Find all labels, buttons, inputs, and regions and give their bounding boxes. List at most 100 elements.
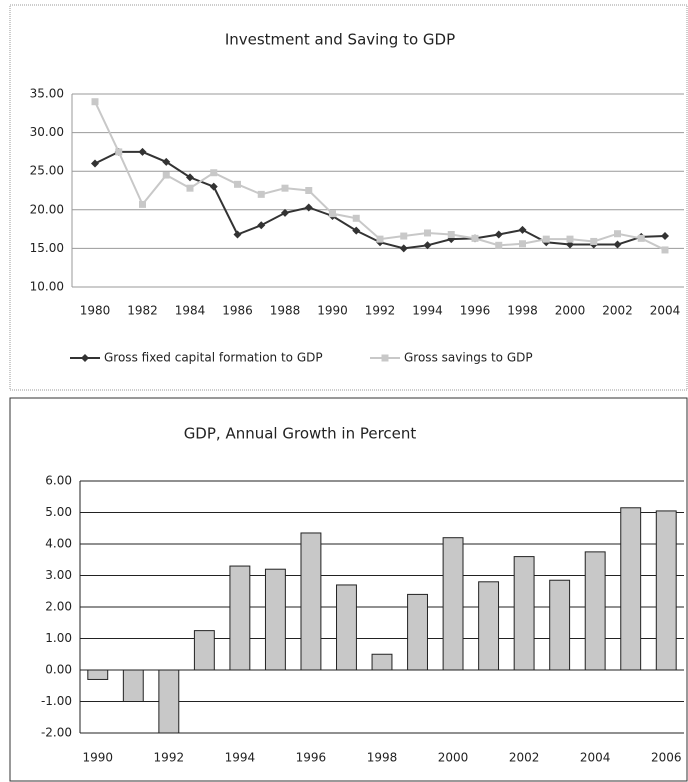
marker xyxy=(661,246,669,254)
marker xyxy=(329,210,336,218)
x-tick-label: 1986 xyxy=(222,304,253,318)
legend-label: Gross savings to GDP xyxy=(404,351,533,365)
y-tick-label: 10.00 xyxy=(30,280,64,294)
x-tick-label: 1990 xyxy=(317,304,348,318)
marker xyxy=(400,232,408,240)
x-tick-label: 2004 xyxy=(580,751,611,765)
bar xyxy=(407,593,428,671)
bar xyxy=(336,584,357,671)
marker xyxy=(424,229,431,237)
bar xyxy=(300,532,322,671)
marker xyxy=(352,226,361,235)
bar xyxy=(193,630,215,671)
y-tick-label: 25.00 xyxy=(30,164,64,178)
chart-frame xyxy=(9,397,688,782)
marker xyxy=(138,147,147,156)
x-tick-label: 1998 xyxy=(367,751,398,765)
marker xyxy=(637,234,645,242)
marker xyxy=(613,240,622,249)
x-tick-label: 2000 xyxy=(555,304,586,318)
bar xyxy=(371,653,393,671)
marker xyxy=(186,173,194,182)
x-tick-label: 1992 xyxy=(154,751,185,765)
bar xyxy=(442,537,464,671)
marker xyxy=(209,182,218,191)
marker xyxy=(115,148,123,156)
y-tick-label: 2.00 xyxy=(45,600,72,614)
x-tick-label: 1998 xyxy=(507,304,538,318)
marker xyxy=(234,180,241,188)
x-tick-label: 1996 xyxy=(460,304,491,318)
chart-title: Investment and Saving to GDP xyxy=(225,31,455,49)
x-tick-label: 2002 xyxy=(509,751,540,765)
x-tick-label: 1982 xyxy=(127,304,158,318)
marker xyxy=(447,231,455,239)
marker xyxy=(352,214,360,222)
bar xyxy=(478,581,500,671)
y-tick-label: 30.00 xyxy=(30,125,64,139)
marker xyxy=(162,157,171,166)
x-tick-label: 1988 xyxy=(270,304,301,318)
marker xyxy=(233,230,242,239)
marker xyxy=(494,230,503,239)
y-tick-label: 6.00 xyxy=(45,474,72,488)
marker xyxy=(91,159,99,168)
marker xyxy=(257,190,265,198)
y-tick-label: 35.00 xyxy=(30,87,64,101)
marker xyxy=(566,235,574,243)
bar xyxy=(87,669,109,680)
marker xyxy=(305,187,313,194)
marker xyxy=(257,221,266,230)
marker xyxy=(614,230,621,238)
bar xyxy=(620,507,642,671)
chart-frame xyxy=(9,4,688,391)
legend-marker xyxy=(381,354,389,362)
bar xyxy=(549,579,571,671)
marker xyxy=(519,240,526,248)
marker xyxy=(210,169,218,177)
series-line xyxy=(94,150,666,250)
marker xyxy=(162,171,170,179)
x-tick-label: 1980 xyxy=(80,304,111,318)
x-tick-label: 1992 xyxy=(365,304,396,318)
marker xyxy=(590,237,598,245)
marker xyxy=(518,225,527,234)
marker xyxy=(542,235,550,243)
bar xyxy=(584,551,606,671)
x-tick-label: 1994 xyxy=(412,304,443,318)
x-tick-label: 2000 xyxy=(438,751,469,765)
y-tick-label: -1.00 xyxy=(41,694,72,708)
bar xyxy=(229,565,251,671)
marker xyxy=(399,244,408,253)
y-tick-label: 0.00 xyxy=(45,663,72,677)
bar xyxy=(264,568,286,671)
marker xyxy=(139,200,146,208)
marker xyxy=(471,234,479,242)
y-tick-label: 1.00 xyxy=(45,631,72,645)
x-tick-label: 1996 xyxy=(296,751,327,765)
marker xyxy=(495,241,503,249)
chart-title: GDP, Annual Growth in Percent xyxy=(184,425,417,443)
bar xyxy=(158,669,180,733)
x-tick-label: 1994 xyxy=(225,751,256,765)
bar xyxy=(513,556,535,671)
marker xyxy=(186,184,194,192)
y-tick-label: 20.00 xyxy=(30,202,64,216)
y-tick-label: 4.00 xyxy=(45,537,72,551)
y-tick-label: 5.00 xyxy=(45,505,72,519)
marker xyxy=(281,208,289,217)
marker xyxy=(91,98,99,106)
x-tick-label: 2006 xyxy=(651,751,682,765)
legend-marker xyxy=(81,354,89,362)
series-line xyxy=(94,101,666,251)
y-tick-label: -2.00 xyxy=(41,726,72,740)
x-tick-label: 2004 xyxy=(650,304,681,318)
y-tick-label: 15.00 xyxy=(30,241,64,255)
x-tick-label: 2002 xyxy=(602,304,633,318)
legend-label: Gross fixed capital formation to GDP xyxy=(104,351,323,365)
marker xyxy=(661,232,669,241)
marker xyxy=(376,235,384,243)
x-tick-label: 1990 xyxy=(82,751,113,765)
